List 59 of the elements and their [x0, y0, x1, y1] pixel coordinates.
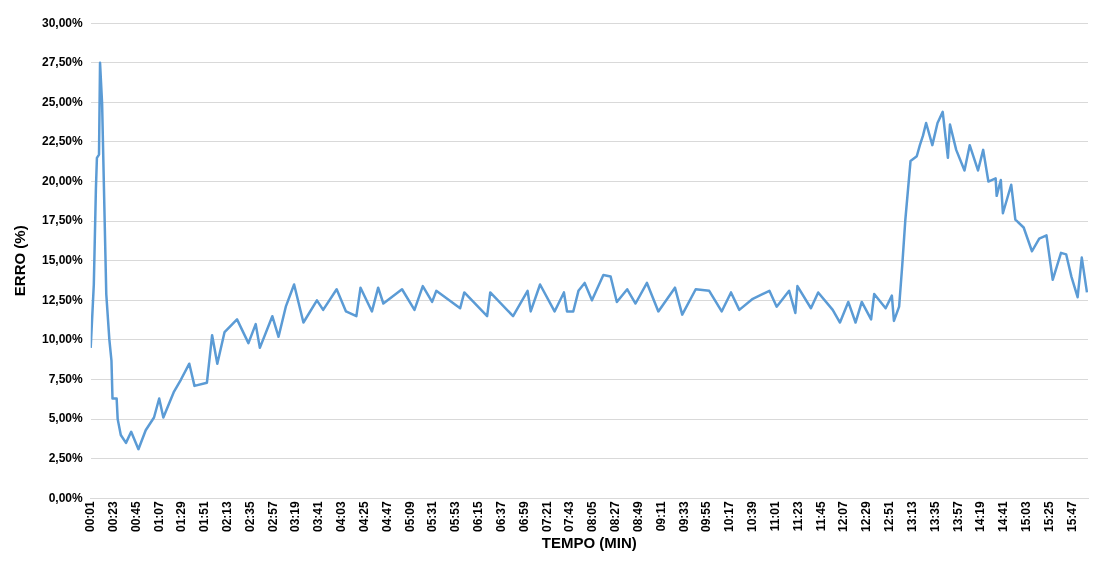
x-tick-label: 14:19: [973, 500, 988, 533]
x-tick-label: 10:17: [722, 500, 737, 533]
x-tick-label: 12:51: [882, 500, 897, 533]
x-tick-label: 05:53: [448, 500, 463, 533]
x-tick-label: 04:03: [334, 500, 349, 533]
x-tick-label: 01:51: [197, 500, 212, 533]
x-tick-label: 07:43: [562, 500, 577, 533]
x-tick-label: 15:03: [1019, 500, 1034, 533]
y-tick-label: 10,00%: [42, 332, 84, 347]
x-tick-label: 04:25: [356, 500, 371, 533]
x-tick-label: 06:59: [516, 500, 531, 533]
y-axis-title: ERRO (%): [11, 225, 29, 297]
x-tick-label: 02:35: [242, 500, 257, 533]
x-tick-label: 00:45: [128, 500, 143, 533]
x-tick-label: 13:13: [904, 500, 919, 533]
y-tick-label: 30,00%: [42, 15, 84, 30]
y-tick-label: 25,00%: [42, 94, 84, 109]
x-tick-label: 14:41: [996, 500, 1011, 533]
y-tick-label: 7,50%: [48, 371, 84, 386]
x-tick-label: 15:47: [1064, 500, 1079, 533]
x-tick-label: 00:01: [83, 500, 98, 533]
x-tick-label: 03:41: [311, 500, 326, 533]
x-tick-label: 11:01: [767, 500, 782, 532]
x-tick-label: 04:47: [379, 500, 394, 533]
y-tick-label: 20,00%: [42, 173, 84, 188]
y-tick-label: 5,00%: [48, 411, 84, 426]
x-tick-label: 06:37: [493, 500, 508, 533]
x-tick-label: 13:57: [950, 500, 965, 533]
x-tick-label: 10:39: [745, 500, 760, 533]
x-tick-label: 06:15: [471, 500, 486, 533]
y-tick-label: 2,50%: [48, 451, 84, 466]
x-tick-label: 12:07: [836, 500, 851, 533]
y-tick-label: 27,50%: [42, 55, 84, 70]
x-axis-title: TEMPO (MIN): [541, 534, 637, 552]
x-tick-label: 15:25: [1041, 500, 1056, 533]
x-tick-label: 12:29: [859, 500, 874, 533]
x-tick-label: 00:23: [105, 500, 120, 533]
x-tick-label: 11:45: [813, 500, 828, 532]
y-tick-label: 0,00%: [48, 490, 84, 505]
x-tick-label: 05:31: [425, 500, 440, 533]
x-tick-label: 02:13: [220, 500, 234, 533]
x-tick-label: 09:11: [653, 500, 668, 532]
x-tick-label: 05:09: [402, 500, 417, 533]
x-tick-label: 08:49: [630, 500, 645, 533]
y-tick-label: 12,50%: [42, 292, 84, 307]
x-tick-label: 08:05: [585, 500, 600, 533]
x-tick-label: 03:19: [288, 500, 303, 533]
x-tick-label: 09:55: [699, 500, 714, 533]
x-tick-label: 01:29: [174, 500, 189, 533]
x-tick-label: 02:57: [265, 500, 280, 533]
y-tick-label: 22,50%: [42, 134, 84, 149]
x-tick-label: 11:23: [790, 500, 805, 532]
x-tick-label: 01:07: [151, 500, 166, 533]
y-tick-label: 15,00%: [42, 253, 84, 268]
x-tick-label: 08:27: [608, 500, 623, 533]
y-tick-label: 17,50%: [42, 213, 84, 228]
x-tick-label: 13:35: [927, 500, 942, 533]
x-tick-label: 07:21: [539, 500, 554, 533]
x-tick-label: 09:33: [676, 500, 691, 533]
